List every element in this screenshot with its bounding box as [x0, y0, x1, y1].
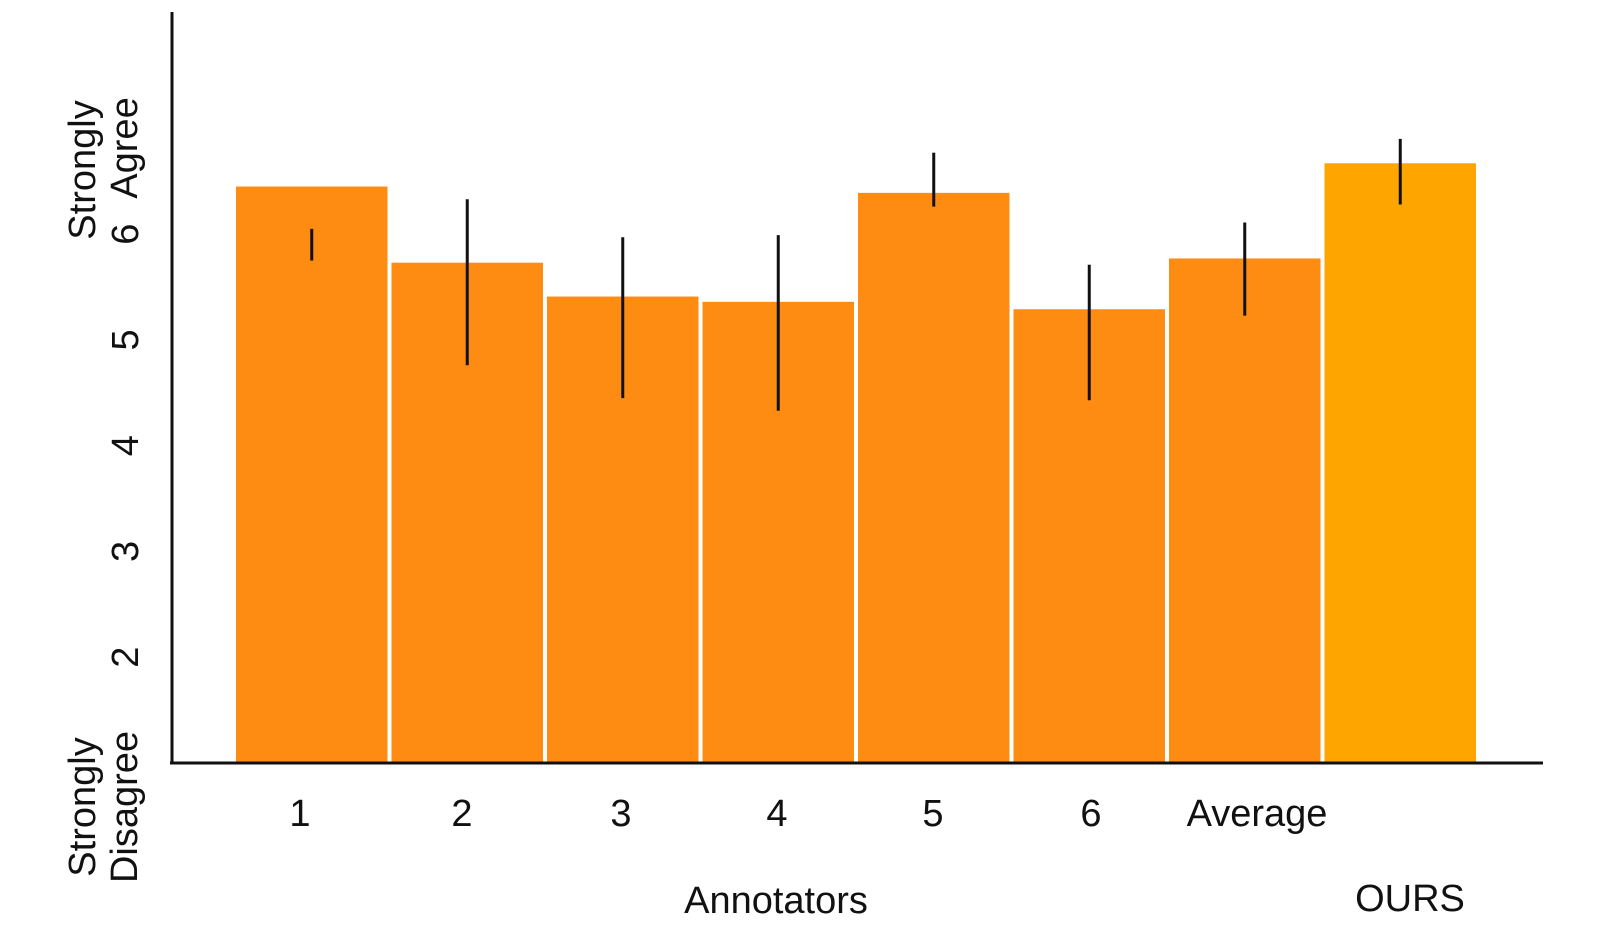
bar-ours: [1324, 163, 1476, 763]
y-tick-label-2: 2: [105, 647, 147, 668]
x-tick-label-4: 4: [766, 793, 787, 835]
error-bars: [310, 138, 1402, 411]
x-tick-label-5: 5: [922, 793, 943, 835]
y-tick-labels: 2 3 4 5 6: [105, 224, 147, 668]
bars: [236, 163, 1476, 764]
x-tick-label-6: 6: [1080, 793, 1101, 835]
bar-5: [858, 192, 1010, 764]
y-tick-label-5: 5: [105, 329, 147, 350]
y-top-label-line1: Strongly: [62, 100, 104, 239]
y-tick-label-4: 4: [105, 435, 147, 456]
bar-average: [1169, 258, 1321, 763]
y-bottom-label-line2: Disagree: [104, 731, 146, 883]
y-bottom-label-line1: Strongly: [62, 737, 104, 876]
y-top-label-line2: Agree: [104, 97, 146, 198]
x-tick-labels: 1 2 3 4 5 6 Average: [289, 793, 1327, 835]
x-tick-label-2: 2: [451, 793, 472, 835]
x-tick-label-average: Average: [1187, 793, 1328, 835]
bar-1: [236, 186, 388, 763]
x-axis-label: Annotators: [684, 880, 868, 922]
x-tick-label-1: 1: [289, 793, 310, 835]
x-tick-label-3: 3: [610, 793, 631, 835]
y-tick-label-6: 6: [105, 224, 147, 245]
ours-label: OURS: [1355, 878, 1465, 920]
y-tick-label-3: 3: [105, 541, 147, 562]
